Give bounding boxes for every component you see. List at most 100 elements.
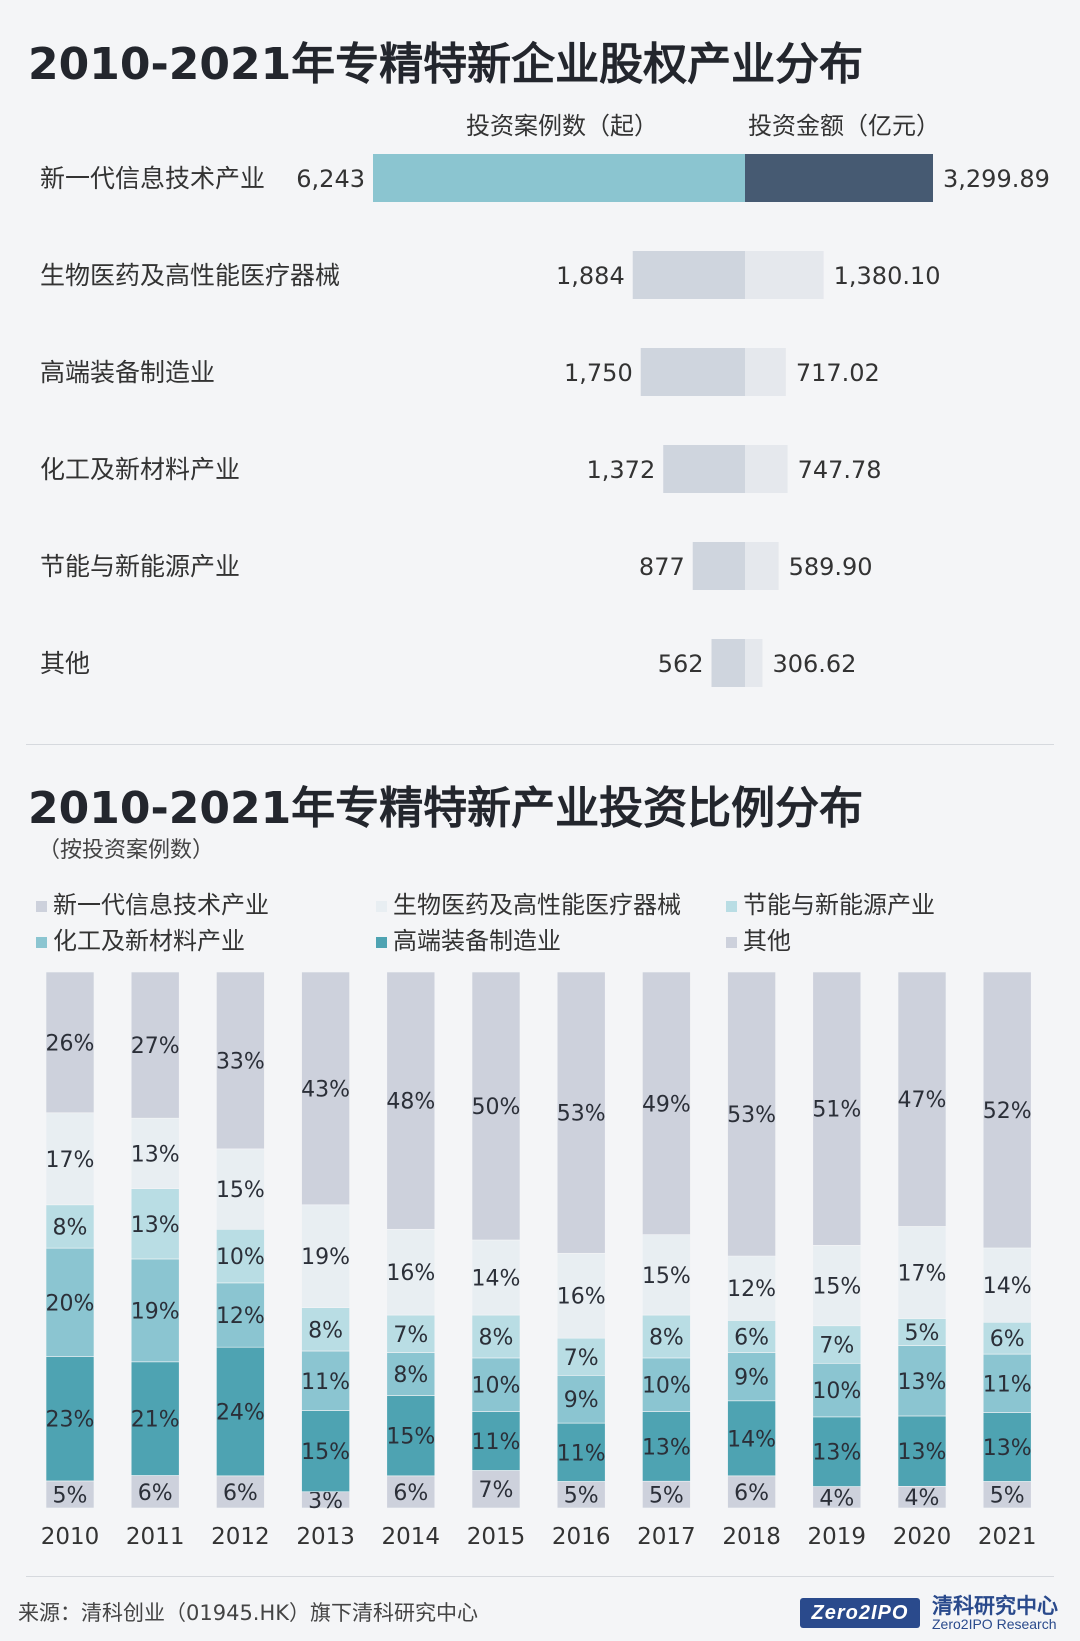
- segment-percent-label: 43%: [301, 1077, 350, 1102]
- source-note: 来源：清科创业（01945.HK）旗下清科研究中心: [18, 1601, 479, 1625]
- segment-percent-label: 15%: [386, 1425, 435, 1450]
- legend-label: 生物医药及高性能医疗器械: [393, 891, 681, 919]
- legend-item: 节能与新能源产业: [726, 885, 935, 920]
- segment-percent-label: 6%: [734, 1481, 769, 1506]
- industry-diverging-bar-chart: 新一代信息技术产业 6,243 3,299.89 生物医药及高性能医疗器械 1,884 1…: [40, 154, 1050, 687]
- stack-segment: [45, 1204, 95, 1249]
- stack-segment: [897, 971, 947, 1227]
- segment-percent-label: 10%: [472, 1374, 521, 1399]
- segment-percent-label: 10%: [642, 1374, 691, 1399]
- segment-percent-label: 48%: [386, 1090, 435, 1115]
- segment-percent-label: 16%: [557, 1285, 606, 1310]
- segment-percent-label: 27%: [131, 1034, 180, 1059]
- stack-segment: [130, 1475, 180, 1509]
- amount-bar: [745, 348, 786, 396]
- stack-segment: [45, 971, 95, 1114]
- segment-percent-label: 5%: [649, 1484, 684, 1509]
- count-bar: [663, 445, 745, 493]
- logo-english-name: Zero2IPO Research: [932, 1616, 1057, 1632]
- stack-segment: [812, 1416, 862, 1487]
- segment-percent-label: 13%: [642, 1435, 691, 1460]
- segment-percent-label: 7%: [479, 1478, 514, 1503]
- segment-percent-label: 11%: [301, 1370, 350, 1395]
- segment-percent-label: 17%: [898, 1261, 947, 1286]
- stack-segment: [727, 1352, 776, 1402]
- legend-label: 节能与新能源产业: [743, 891, 935, 919]
- stack-segment: [386, 1352, 436, 1396]
- segment-percent-label: 9%: [564, 1388, 599, 1413]
- amount-bar: [745, 251, 824, 299]
- stack-segment: [130, 1361, 180, 1476]
- stack-segment: [812, 971, 862, 1246]
- segment-percent-label: 6%: [393, 1481, 428, 1506]
- segment-percent-label: 21%: [131, 1408, 180, 1433]
- segment-percent-label: 7%: [393, 1323, 428, 1348]
- amount-value-label: 1,380.10: [834, 262, 941, 290]
- legend-item: 新一代信息技术产业: [36, 885, 269, 920]
- count-value-label: 1,884: [556, 262, 625, 290]
- year-tick-label: 2011: [126, 1524, 185, 1550]
- legend-label: 高端装备制造业: [393, 927, 561, 955]
- count-bar: [711, 639, 745, 687]
- segment-percent-label: 52%: [983, 1099, 1032, 1124]
- segment-percent-label: 13%: [898, 1440, 947, 1465]
- legend-swatch: [36, 900, 47, 912]
- stack-segment: [386, 1395, 436, 1477]
- legend-swatch: [376, 900, 387, 912]
- segment-percent-label: 9%: [734, 1366, 769, 1391]
- segment-percent-label: 8%: [649, 1325, 684, 1350]
- category-label: 生物医药及高性能医疗器械: [40, 261, 340, 290]
- category-label: 节能与新能源产业: [40, 552, 240, 581]
- segment-percent-label: 3%: [308, 1489, 343, 1514]
- segment-percent-label: 19%: [131, 1299, 180, 1324]
- stack-segment: [812, 1325, 862, 1364]
- segment-percent-label: 5%: [990, 1484, 1025, 1509]
- stack-segment: [556, 971, 606, 1254]
- stack-segment: [556, 1375, 606, 1424]
- segment-percent-label: 14%: [983, 1274, 1032, 1299]
- stack-segment: [471, 1357, 521, 1412]
- stack-segment: [301, 1350, 350, 1411]
- stack-segment: [216, 971, 265, 1150]
- stack-segment: [982, 1321, 1032, 1355]
- segment-percent-label: 19%: [301, 1245, 350, 1270]
- category-label: 其他: [40, 649, 90, 678]
- year-tick-label: 2012: [211, 1524, 270, 1550]
- stack-segment: [130, 1117, 180, 1189]
- segment-percent-label: 15%: [812, 1275, 861, 1300]
- legend-swatch: [376, 936, 387, 948]
- stack-segment: [982, 1247, 1032, 1323]
- stack-segment: [45, 1112, 95, 1206]
- amount-value-label: 306.62: [772, 650, 856, 678]
- segment-percent-label: 10%: [216, 1245, 265, 1270]
- stack-segment: [982, 971, 1032, 1249]
- stack-segment: [982, 1353, 1032, 1413]
- stacked-chart-legend: 新一代信息技术产业 生物医药及高性能医疗器械 节能与新能源产业 化工及新材料产业 高端装…: [36, 885, 1056, 965]
- category-label: 化工及新材料产业: [40, 455, 240, 484]
- segment-percent-label: 49%: [642, 1092, 691, 1117]
- legend-label: 新一代信息技术产业: [53, 891, 269, 919]
- segment-percent-label: 23%: [46, 1408, 95, 1433]
- count-column-header: 投资案例数（起）: [466, 112, 658, 140]
- count-bar: [692, 542, 745, 590]
- legend-swatch: [36, 936, 47, 948]
- stack-segment: [556, 1252, 606, 1339]
- stack-segment: [471, 1239, 521, 1316]
- segment-percent-label: 12%: [216, 1304, 265, 1329]
- segment-percent-label: 6%: [223, 1481, 258, 1506]
- segment-percent-label: 8%: [53, 1215, 88, 1240]
- year-tick-label: 2015: [467, 1524, 526, 1550]
- segment-percent-label: 6%: [734, 1325, 769, 1350]
- legend-item: 生物医药及高性能医疗器械: [376, 885, 681, 920]
- footer-divider: [26, 1576, 1054, 1577]
- segment-percent-label: 53%: [557, 1102, 606, 1127]
- legend-label: 其他: [743, 927, 791, 955]
- stack-segment: [556, 1337, 606, 1376]
- amount-value-label: 747.78: [798, 456, 882, 484]
- stack-segment: [45, 1480, 95, 1509]
- yearly-stacked-percent-chart: 5% 23% 20% 8% 17% 26% 2010 6% 21% 19% 13% 13% 27% 201…: [41, 971, 1036, 1550]
- stack-segment: [386, 1228, 436, 1316]
- segment-percent-label: 13%: [131, 1142, 180, 1167]
- segment-percent-label: 15%: [301, 1440, 350, 1465]
- stack-segment: [130, 1188, 180, 1260]
